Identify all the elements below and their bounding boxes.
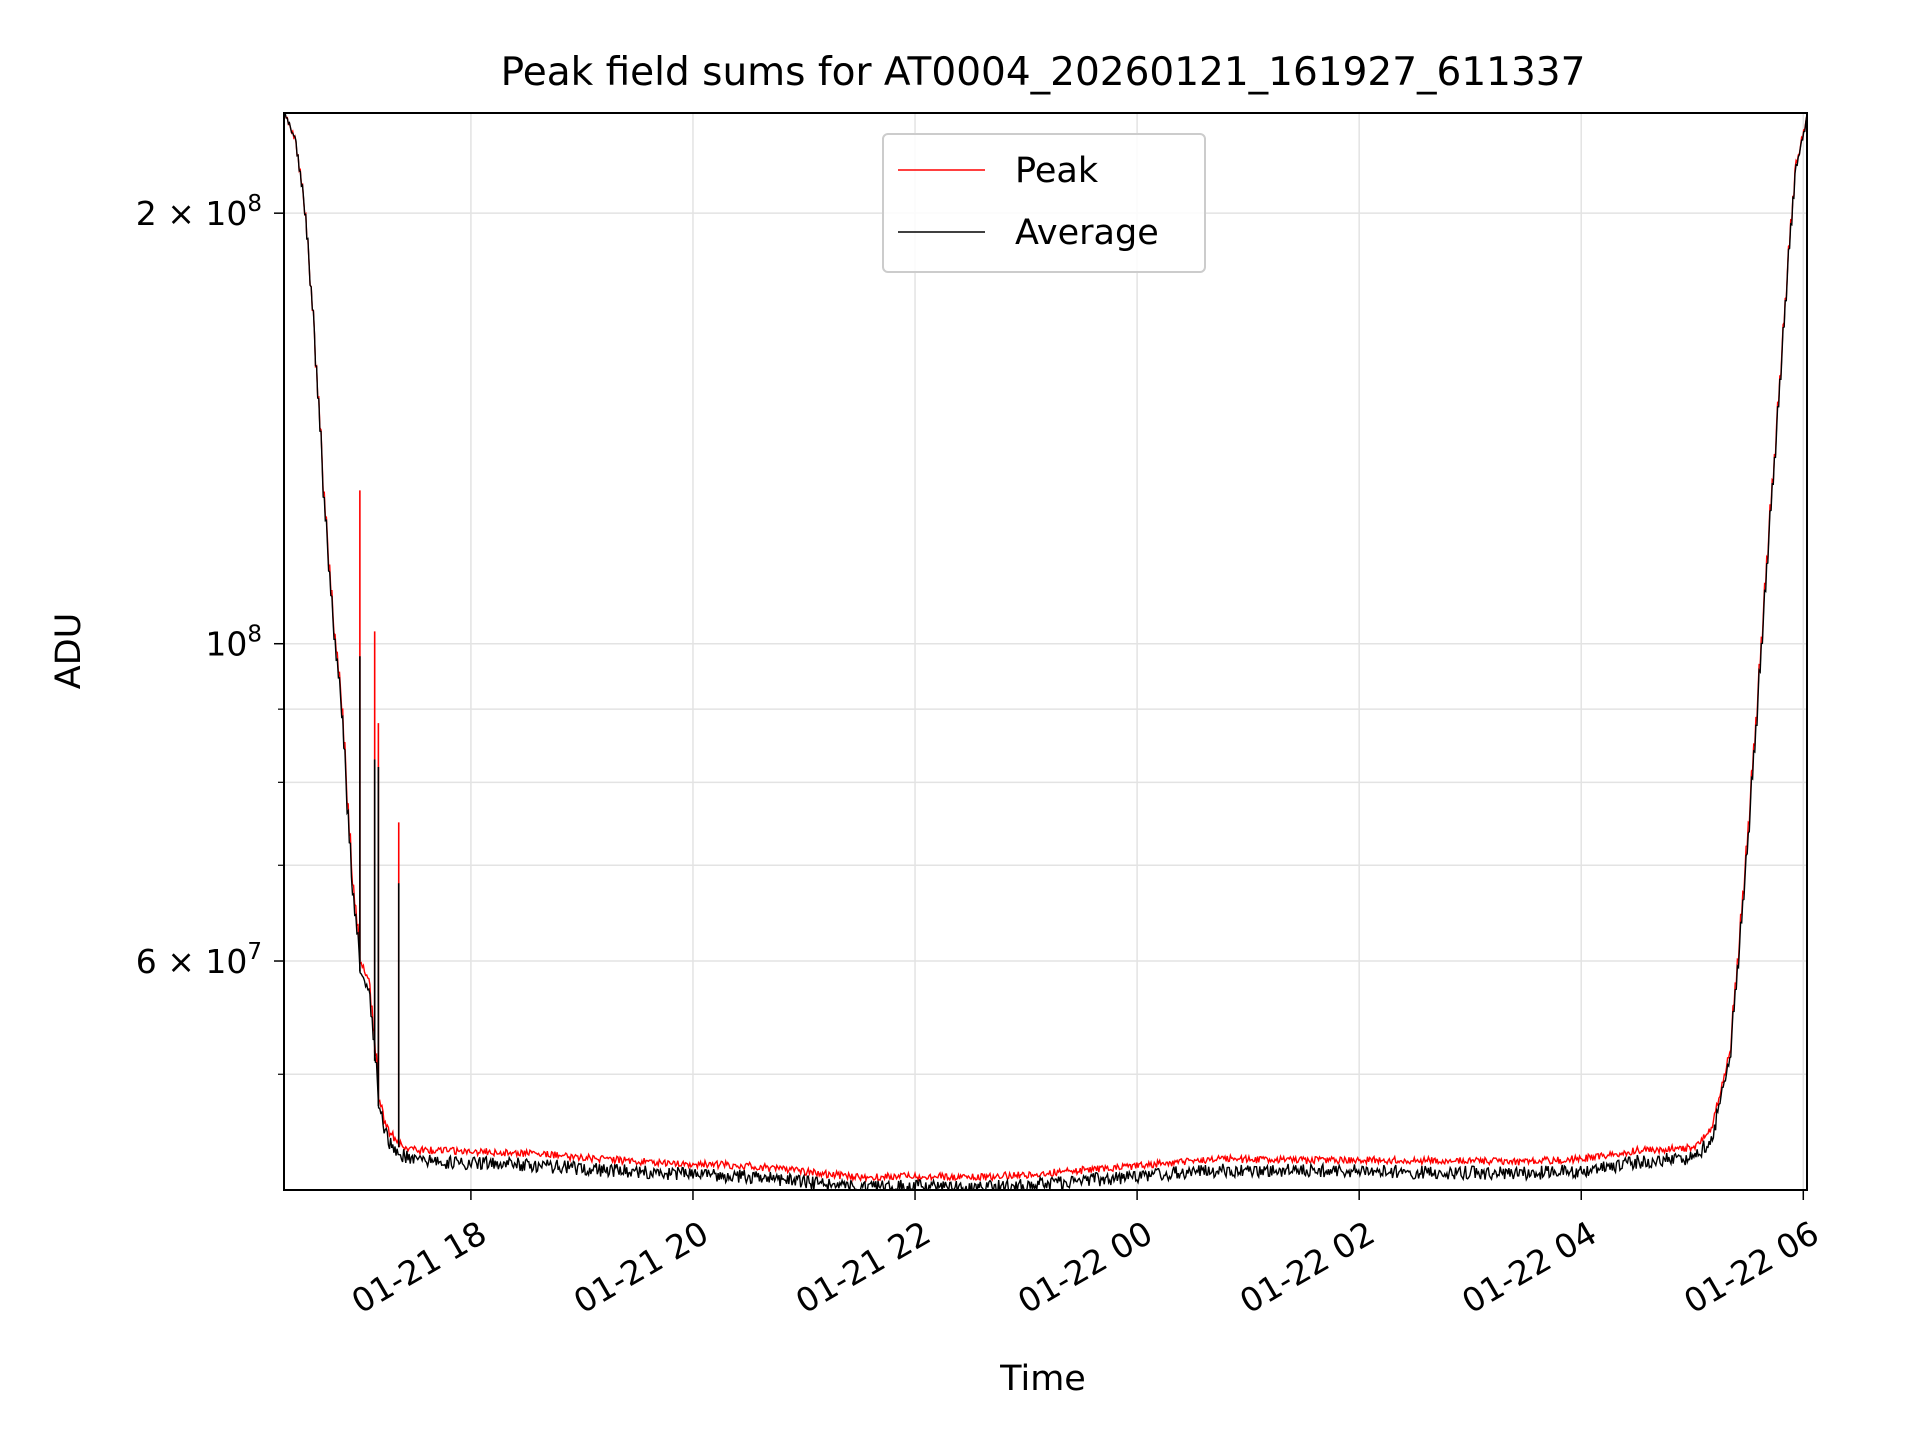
y-tick-label: 108	[205, 622, 262, 664]
y-tick-label: 2 × 108	[136, 191, 262, 233]
plot-lines	[284, 113, 1807, 1190]
x-axis: 01-21 18 01-21 20 01-21 22 01-22 00 01-22 02…	[345, 1190, 1825, 1321]
series-line-average	[284, 113, 1807, 1190]
x-tick-label: 01-22 06	[1677, 1213, 1825, 1321]
x-tick-label: 01-22 04	[1455, 1213, 1603, 1321]
y-tick-label: 6 × 107	[136, 939, 262, 981]
y-axis: 2 × 108 108 6 × 107	[136, 191, 284, 1075]
chart-title: Peak field sums for AT0004_20260121_1619…	[501, 50, 1586, 95]
legend-label-peak: Peak	[1015, 151, 1099, 191]
legend-box	[882, 133, 1206, 273]
x-tick-label: 01-21 22	[789, 1213, 937, 1321]
x-tick-label: 01-21 18	[345, 1213, 493, 1321]
legend-label-average: Average	[1015, 213, 1159, 253]
y-axis-label: ADU	[49, 613, 89, 690]
series-line-peak	[284, 113, 1807, 1183]
x-tick-label: 01-21 20	[567, 1213, 715, 1321]
legend: Peak Average	[882, 133, 1206, 273]
x-tick-label: 01-22 00	[1011, 1213, 1159, 1321]
x-axis-label: Time	[999, 1359, 1086, 1399]
x-tick-label: 01-22 02	[1233, 1213, 1381, 1321]
plot-frame	[283, 112, 1808, 1191]
grid	[284, 113, 1807, 1190]
